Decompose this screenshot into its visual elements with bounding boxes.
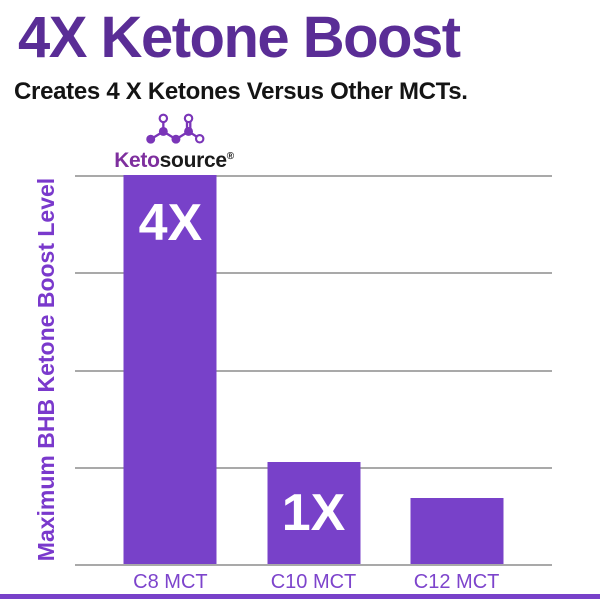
page-subtitle: Creates 4 X Ketones Versus Other MCTs. xyxy=(14,78,468,105)
bar-value-label-c8-mct: 4X xyxy=(138,194,203,252)
bar-c12-mct xyxy=(410,497,504,564)
bar-c10-mct: 1X xyxy=(267,461,360,564)
y-axis-label-text: Maximum BHB Ketone Boost Level xyxy=(33,177,60,562)
x-tick-c12-mct: C12 MCT xyxy=(413,571,500,593)
x-tick-c8-mct: C8 MCT xyxy=(133,571,208,593)
registered-trademark-symbol: ® xyxy=(226,151,234,162)
x-axis-line xyxy=(75,564,552,566)
gridline xyxy=(75,272,552,275)
bar-c8-mct: 4X xyxy=(123,175,217,564)
x-tick-c10-mct: C10 MCT xyxy=(270,571,357,593)
ketosource-logo: Ketosource® xyxy=(110,112,238,173)
logo-text-source: source xyxy=(159,149,227,172)
logo-text-keto: Keto xyxy=(114,149,160,172)
bar-value-label-c10-mct: 1X xyxy=(281,483,346,542)
logo-wordmark: Ketosource® xyxy=(110,149,238,173)
y-axis-label: Maximum BHB Ketone Boost Level xyxy=(29,175,65,564)
page-title: 4X Ketone Boost xyxy=(18,5,461,70)
gridline xyxy=(75,369,552,372)
molecule-icon xyxy=(146,113,205,144)
bar-chart-plot-area: 4X C8 MCT 1X C10 MCT C12 MCT xyxy=(75,175,552,593)
bottom-accent-bar xyxy=(0,594,600,599)
gridline xyxy=(75,175,552,177)
